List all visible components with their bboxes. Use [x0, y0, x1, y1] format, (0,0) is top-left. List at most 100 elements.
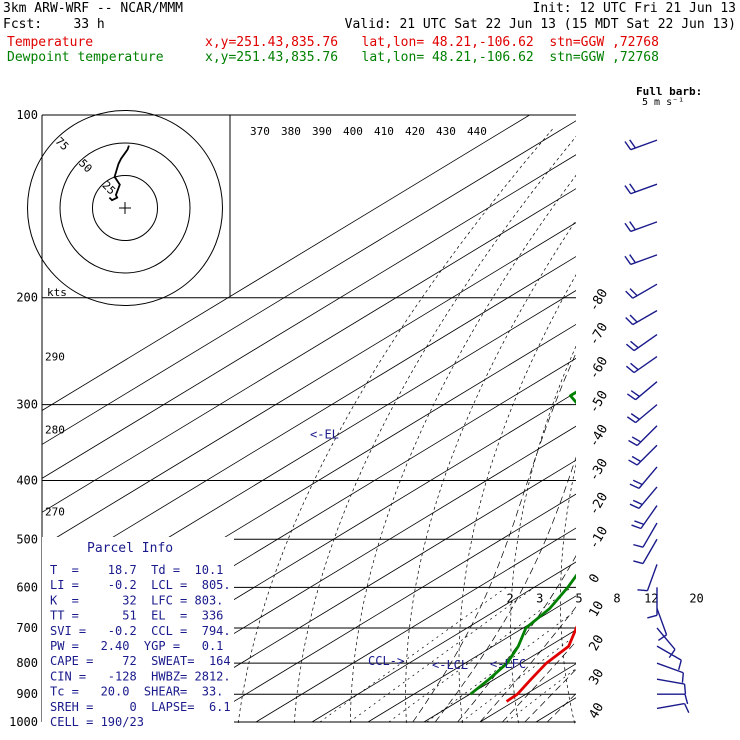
pressure-tick-label: 900: [16, 687, 38, 701]
wind-barb-flag: [668, 649, 676, 659]
wind-barb: [626, 404, 658, 424]
wind-barb: [631, 505, 658, 530]
isotherm-line: [592, 115, 740, 722]
wind-barb-shaft: [632, 283, 658, 299]
dry-adiabat-line: [458, 274, 576, 725]
wind-barb-shaft: [656, 662, 684, 674]
skewed-temperature-label: 40: [586, 701, 607, 722]
wind-barb-flag: [629, 288, 638, 297]
parcel-info-row: PW = 2.40 YGP = 0.1: [50, 639, 223, 653]
init-time: Init: 12 UTC Fri 21 Jun 13: [532, 1, 737, 16]
wind-barb-flag: [647, 614, 658, 619]
hodograph-ring: [59, 142, 191, 274]
wind-barb-flag: [633, 560, 644, 565]
wind-barb-flag: [681, 672, 685, 683]
wind-barb: [656, 678, 687, 695]
wind-barb-flag: [629, 483, 640, 490]
mixing-ratio-line: [426, 610, 576, 723]
wind-barb-flag: [634, 520, 645, 526]
skewed-temperature-label: -20: [586, 490, 611, 518]
mixing-ratio-label: 2: [506, 591, 513, 605]
dewpoint-label: Dewpoint temperature: [7, 50, 164, 65]
skewed-temperature-label: 10: [586, 599, 607, 620]
wind-barb-shaft: [630, 139, 658, 151]
moist-adiabat-line: [524, 668, 576, 723]
wind-barb-flag: [626, 393, 636, 401]
wind-barb-flag: [632, 499, 643, 506]
wind-barb-flag: [629, 139, 636, 149]
mixing-ratio-line: [349, 587, 535, 723]
wind-barb: [624, 139, 658, 151]
wind-barb-flag: [631, 436, 642, 443]
mixing-ratio-line: [506, 668, 576, 723]
wind-barb: [633, 538, 658, 565]
hodograph-ring: [27, 110, 223, 306]
parcel-info-title: Parcel Info: [87, 541, 173, 556]
parcel-info-row: CAPE = 72 SWEAT= 164: [50, 654, 231, 668]
theta-e-label: 440: [467, 125, 487, 138]
wind-barb-shaft: [632, 309, 658, 326]
wind-barb-shaft: [642, 522, 658, 548]
pressure-tick-label: 500: [16, 532, 38, 546]
parcel-level-annotation: <-LFC: [490, 657, 526, 671]
dewpoint-location: x,y=251.43,835.76 lat,lon= 48.21,-106.62…: [205, 50, 659, 65]
wind-barb: [629, 466, 658, 490]
parcel-info-row: TT = 51 EL = 336: [50, 609, 223, 623]
isotherm-line: [42, 120, 576, 445]
wind-barb: [657, 693, 689, 705]
theta-e-label: 380: [281, 125, 301, 138]
wind-barb: [656, 608, 668, 642]
dry-adiabat-line: [609, 128, 740, 735]
wind-barb: [628, 444, 658, 466]
wind-barb: [647, 587, 658, 619]
wind-barb-flag: [683, 703, 690, 713]
isotherm-line: [311, 561, 576, 723]
wind-barb: [626, 381, 658, 401]
skewed-temperature-label: -50: [586, 388, 611, 416]
wind-barb-flag: [677, 659, 682, 671]
pressure-tick-label: 1000: [9, 715, 38, 729]
isotherm-line: [42, 222, 576, 547]
mixing-ratio-label: 8: [613, 591, 620, 605]
skewed-temperature-label: -70: [586, 320, 611, 348]
parcel-info-row: LI = -0.2 LCL = 805.: [50, 578, 231, 592]
wind-barb-flag: [624, 141, 632, 151]
wind-barb-flag: [628, 459, 638, 466]
wind-barb-flag: [629, 503, 640, 510]
isotherm-line: [704, 115, 740, 722]
parcel-info-row: CELL = 190/23: [50, 715, 144, 729]
pressure-tick-label: 200: [16, 291, 38, 305]
wind-barb: [625, 283, 658, 299]
wind-barb-shaft: [656, 608, 668, 635]
isotherm-line: [42, 256, 576, 581]
moist-adiabat-line: [546, 693, 576, 723]
wind-barb-flag: [625, 365, 635, 374]
wind-barb-flag: [624, 185, 632, 195]
wind-barb-flag: [629, 183, 636, 193]
forecast-hour: Fcst: 33 h: [3, 17, 105, 32]
wind-barb-flag: [625, 343, 635, 352]
skewed-temperature-label: -30: [586, 456, 611, 484]
theta-e-label: 410: [374, 125, 394, 138]
wind-barb-flag: [629, 314, 638, 323]
isotherm-line: [423, 629, 576, 723]
wind-barb-flag: [630, 413, 640, 420]
dry-adiabat-line: [656, 128, 740, 735]
moist-adiabat-line: [434, 456, 576, 723]
pressure-tick-label: 100: [16, 108, 38, 122]
dewpoint-profile: [469, 390, 576, 696]
theta-axis-label: 290: [45, 351, 65, 364]
theta-e-label: 370: [250, 125, 270, 138]
skewed-temperature-label: -10: [586, 524, 611, 552]
wind-barb-flag: [684, 694, 689, 705]
wind-barb-shaft: [630, 254, 658, 266]
wind-barb: [633, 522, 658, 548]
pressure-tick-label: 700: [16, 621, 38, 635]
wind-barb: [656, 702, 690, 713]
wind-barb-shaft: [656, 702, 685, 710]
skewed-temperature-label: -40: [586, 422, 611, 450]
hodograph-units-label: kts: [47, 286, 67, 299]
wind-barb-shaft: [635, 404, 658, 424]
wind-barb-shaft: [656, 678, 685, 685]
